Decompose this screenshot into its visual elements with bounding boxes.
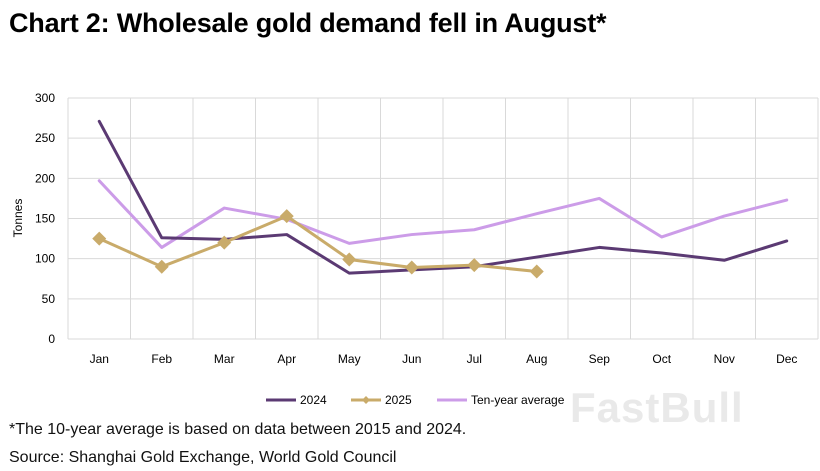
data-point-2025 bbox=[467, 258, 482, 273]
gridlines bbox=[67, 97, 819, 340]
x-tick-label: Oct bbox=[652, 352, 671, 366]
data-point-2025 bbox=[279, 209, 294, 224]
series-line-2025 bbox=[97, 214, 539, 274]
line-chart: 0 50 100 150 200 250 300 Jan Feb Mar Apr May Jun Jul… bbox=[11, 91, 819, 407]
x-tick-label: Sep bbox=[589, 352, 611, 366]
legend-label-2024: 2024 bbox=[300, 393, 327, 407]
x-tick-label: Mar bbox=[214, 352, 235, 366]
x-tick-label: Apr bbox=[277, 352, 296, 366]
legend-label-ten-year-average: Ten-year average bbox=[471, 393, 565, 407]
x-tick-label: Nov bbox=[714, 352, 735, 366]
x-tick-label: Jul bbox=[467, 352, 482, 366]
x-tick-label: May bbox=[338, 352, 361, 366]
data-point-2025 bbox=[404, 260, 419, 275]
x-axis-ticks: Jan Feb Mar Apr May Jun Jul Aug Sep Oct Nov Dec bbox=[90, 352, 798, 366]
y-tick-label: 200 bbox=[35, 171, 55, 185]
source-note: Source: Shanghai Gold Exchange, World Go… bbox=[9, 449, 397, 466]
legend: 2024 2025 Ten-year average bbox=[266, 393, 565, 407]
data-point-2025 bbox=[342, 252, 357, 267]
data-point-2025 bbox=[217, 235, 232, 250]
y-axis-label: Tonnes bbox=[11, 199, 25, 238]
chart-title: Chart 2: Wholesale gold demand fell in A… bbox=[9, 8, 607, 38]
footnote: *The 10-year average is based on data be… bbox=[9, 421, 467, 438]
series-line-2024 bbox=[97, 119, 789, 275]
series-line-ten-year-average bbox=[97, 179, 789, 249]
watermark: FastBull bbox=[570, 384, 744, 431]
y-tick-label: 50 bbox=[42, 292, 56, 306]
legend-label-2025: 2025 bbox=[385, 393, 412, 407]
x-tick-label: Jan bbox=[90, 352, 109, 366]
x-tick-label: Feb bbox=[151, 352, 172, 366]
data-point-2025 bbox=[92, 231, 107, 246]
y-tick-label: 250 bbox=[35, 131, 55, 145]
data-point-2025 bbox=[529, 264, 544, 279]
y-tick-label: 150 bbox=[35, 212, 55, 226]
x-tick-label: Aug bbox=[526, 352, 547, 366]
y-axis-ticks: 0 50 100 150 200 250 300 bbox=[35, 91, 55, 346]
x-tick-label: Dec bbox=[776, 352, 797, 366]
x-tick-label: Jun bbox=[402, 352, 421, 366]
y-tick-label: 0 bbox=[48, 332, 55, 346]
legend-marker-2025 bbox=[362, 396, 370, 404]
y-tick-label: 300 bbox=[35, 91, 55, 105]
y-tick-label: 100 bbox=[35, 252, 55, 266]
data-point-2025 bbox=[154, 259, 169, 274]
series-group bbox=[92, 119, 789, 279]
